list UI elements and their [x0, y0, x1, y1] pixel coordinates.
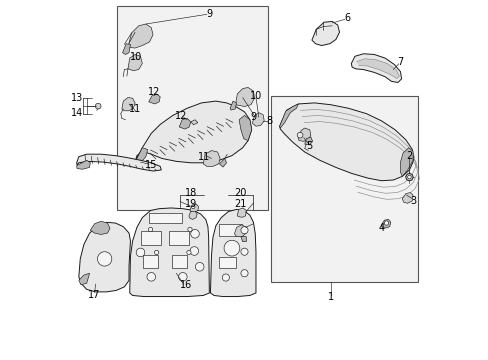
- Polygon shape: [219, 158, 226, 167]
- Bar: [218, 257, 235, 268]
- Polygon shape: [381, 220, 390, 228]
- Polygon shape: [79, 273, 89, 285]
- Bar: [172, 255, 187, 268]
- Text: 3: 3: [409, 196, 415, 206]
- Polygon shape: [188, 211, 197, 220]
- Polygon shape: [148, 94, 160, 104]
- Polygon shape: [77, 160, 90, 169]
- Circle shape: [190, 247, 198, 255]
- Polygon shape: [239, 116, 251, 140]
- Text: 8: 8: [266, 116, 272, 126]
- Bar: [271, 96, 418, 282]
- Text: 9: 9: [206, 9, 212, 19]
- Circle shape: [241, 226, 247, 234]
- Circle shape: [154, 250, 159, 255]
- Circle shape: [95, 103, 101, 109]
- Polygon shape: [234, 225, 246, 237]
- Polygon shape: [129, 208, 209, 297]
- Polygon shape: [311, 22, 339, 45]
- Text: 18: 18: [184, 188, 197, 198]
- Text: 12: 12: [175, 111, 187, 121]
- Polygon shape: [190, 120, 198, 125]
- Text: 10: 10: [249, 91, 262, 101]
- Text: 10: 10: [130, 52, 142, 62]
- Circle shape: [241, 270, 247, 277]
- Bar: [169, 231, 188, 245]
- Text: 7: 7: [397, 57, 403, 67]
- Polygon shape: [90, 221, 110, 234]
- Text: 15: 15: [145, 160, 157, 170]
- Circle shape: [147, 273, 155, 281]
- Polygon shape: [135, 148, 147, 163]
- Text: 16: 16: [179, 280, 191, 290]
- Circle shape: [195, 262, 203, 271]
- Polygon shape: [356, 59, 399, 78]
- Polygon shape: [122, 44, 130, 54]
- Circle shape: [241, 248, 247, 255]
- Text: 4: 4: [378, 224, 384, 233]
- Text: 11: 11: [129, 104, 142, 114]
- Bar: [141, 231, 161, 245]
- Circle shape: [178, 273, 187, 281]
- Text: 21: 21: [234, 199, 246, 209]
- Circle shape: [136, 248, 144, 257]
- Circle shape: [384, 221, 388, 225]
- Text: 17: 17: [88, 290, 101, 300]
- Polygon shape: [279, 103, 413, 181]
- Bar: [143, 255, 158, 268]
- Polygon shape: [279, 104, 298, 128]
- Text: 12: 12: [148, 87, 160, 97]
- Text: 20: 20: [234, 188, 246, 198]
- Polygon shape: [122, 98, 135, 111]
- Text: 14: 14: [71, 108, 83, 118]
- Polygon shape: [179, 118, 190, 129]
- Text: 9: 9: [250, 112, 256, 122]
- Text: 1: 1: [327, 292, 333, 302]
- Circle shape: [297, 132, 303, 138]
- Text: 6: 6: [343, 13, 349, 23]
- Bar: [149, 213, 182, 223]
- Polygon shape: [210, 210, 255, 297]
- Circle shape: [187, 227, 192, 231]
- Circle shape: [97, 252, 112, 266]
- Text: 11: 11: [197, 152, 209, 162]
- Text: 19: 19: [184, 199, 197, 209]
- Polygon shape: [252, 113, 264, 126]
- Circle shape: [186, 250, 191, 255]
- Polygon shape: [400, 148, 412, 176]
- Circle shape: [405, 174, 412, 181]
- Polygon shape: [235, 87, 254, 107]
- Text: 5: 5: [305, 141, 311, 151]
- Polygon shape: [230, 101, 236, 110]
- Circle shape: [148, 227, 152, 231]
- Polygon shape: [128, 24, 153, 48]
- Polygon shape: [128, 54, 142, 71]
- Polygon shape: [77, 154, 161, 171]
- Polygon shape: [79, 222, 130, 292]
- Text: 2: 2: [406, 150, 412, 161]
- Polygon shape: [304, 137, 312, 145]
- Polygon shape: [402, 193, 412, 203]
- Polygon shape: [351, 54, 401, 82]
- Polygon shape: [241, 237, 246, 242]
- Circle shape: [407, 175, 410, 179]
- Circle shape: [222, 274, 229, 281]
- Bar: [117, 6, 267, 211]
- Polygon shape: [203, 150, 220, 166]
- Circle shape: [224, 240, 239, 256]
- Polygon shape: [237, 208, 246, 217]
- Circle shape: [190, 229, 199, 238]
- Polygon shape: [190, 204, 198, 212]
- Bar: [218, 224, 242, 235]
- Text: 13: 13: [71, 93, 83, 103]
- Circle shape: [191, 205, 195, 209]
- Polygon shape: [135, 101, 251, 163]
- Polygon shape: [298, 128, 310, 141]
